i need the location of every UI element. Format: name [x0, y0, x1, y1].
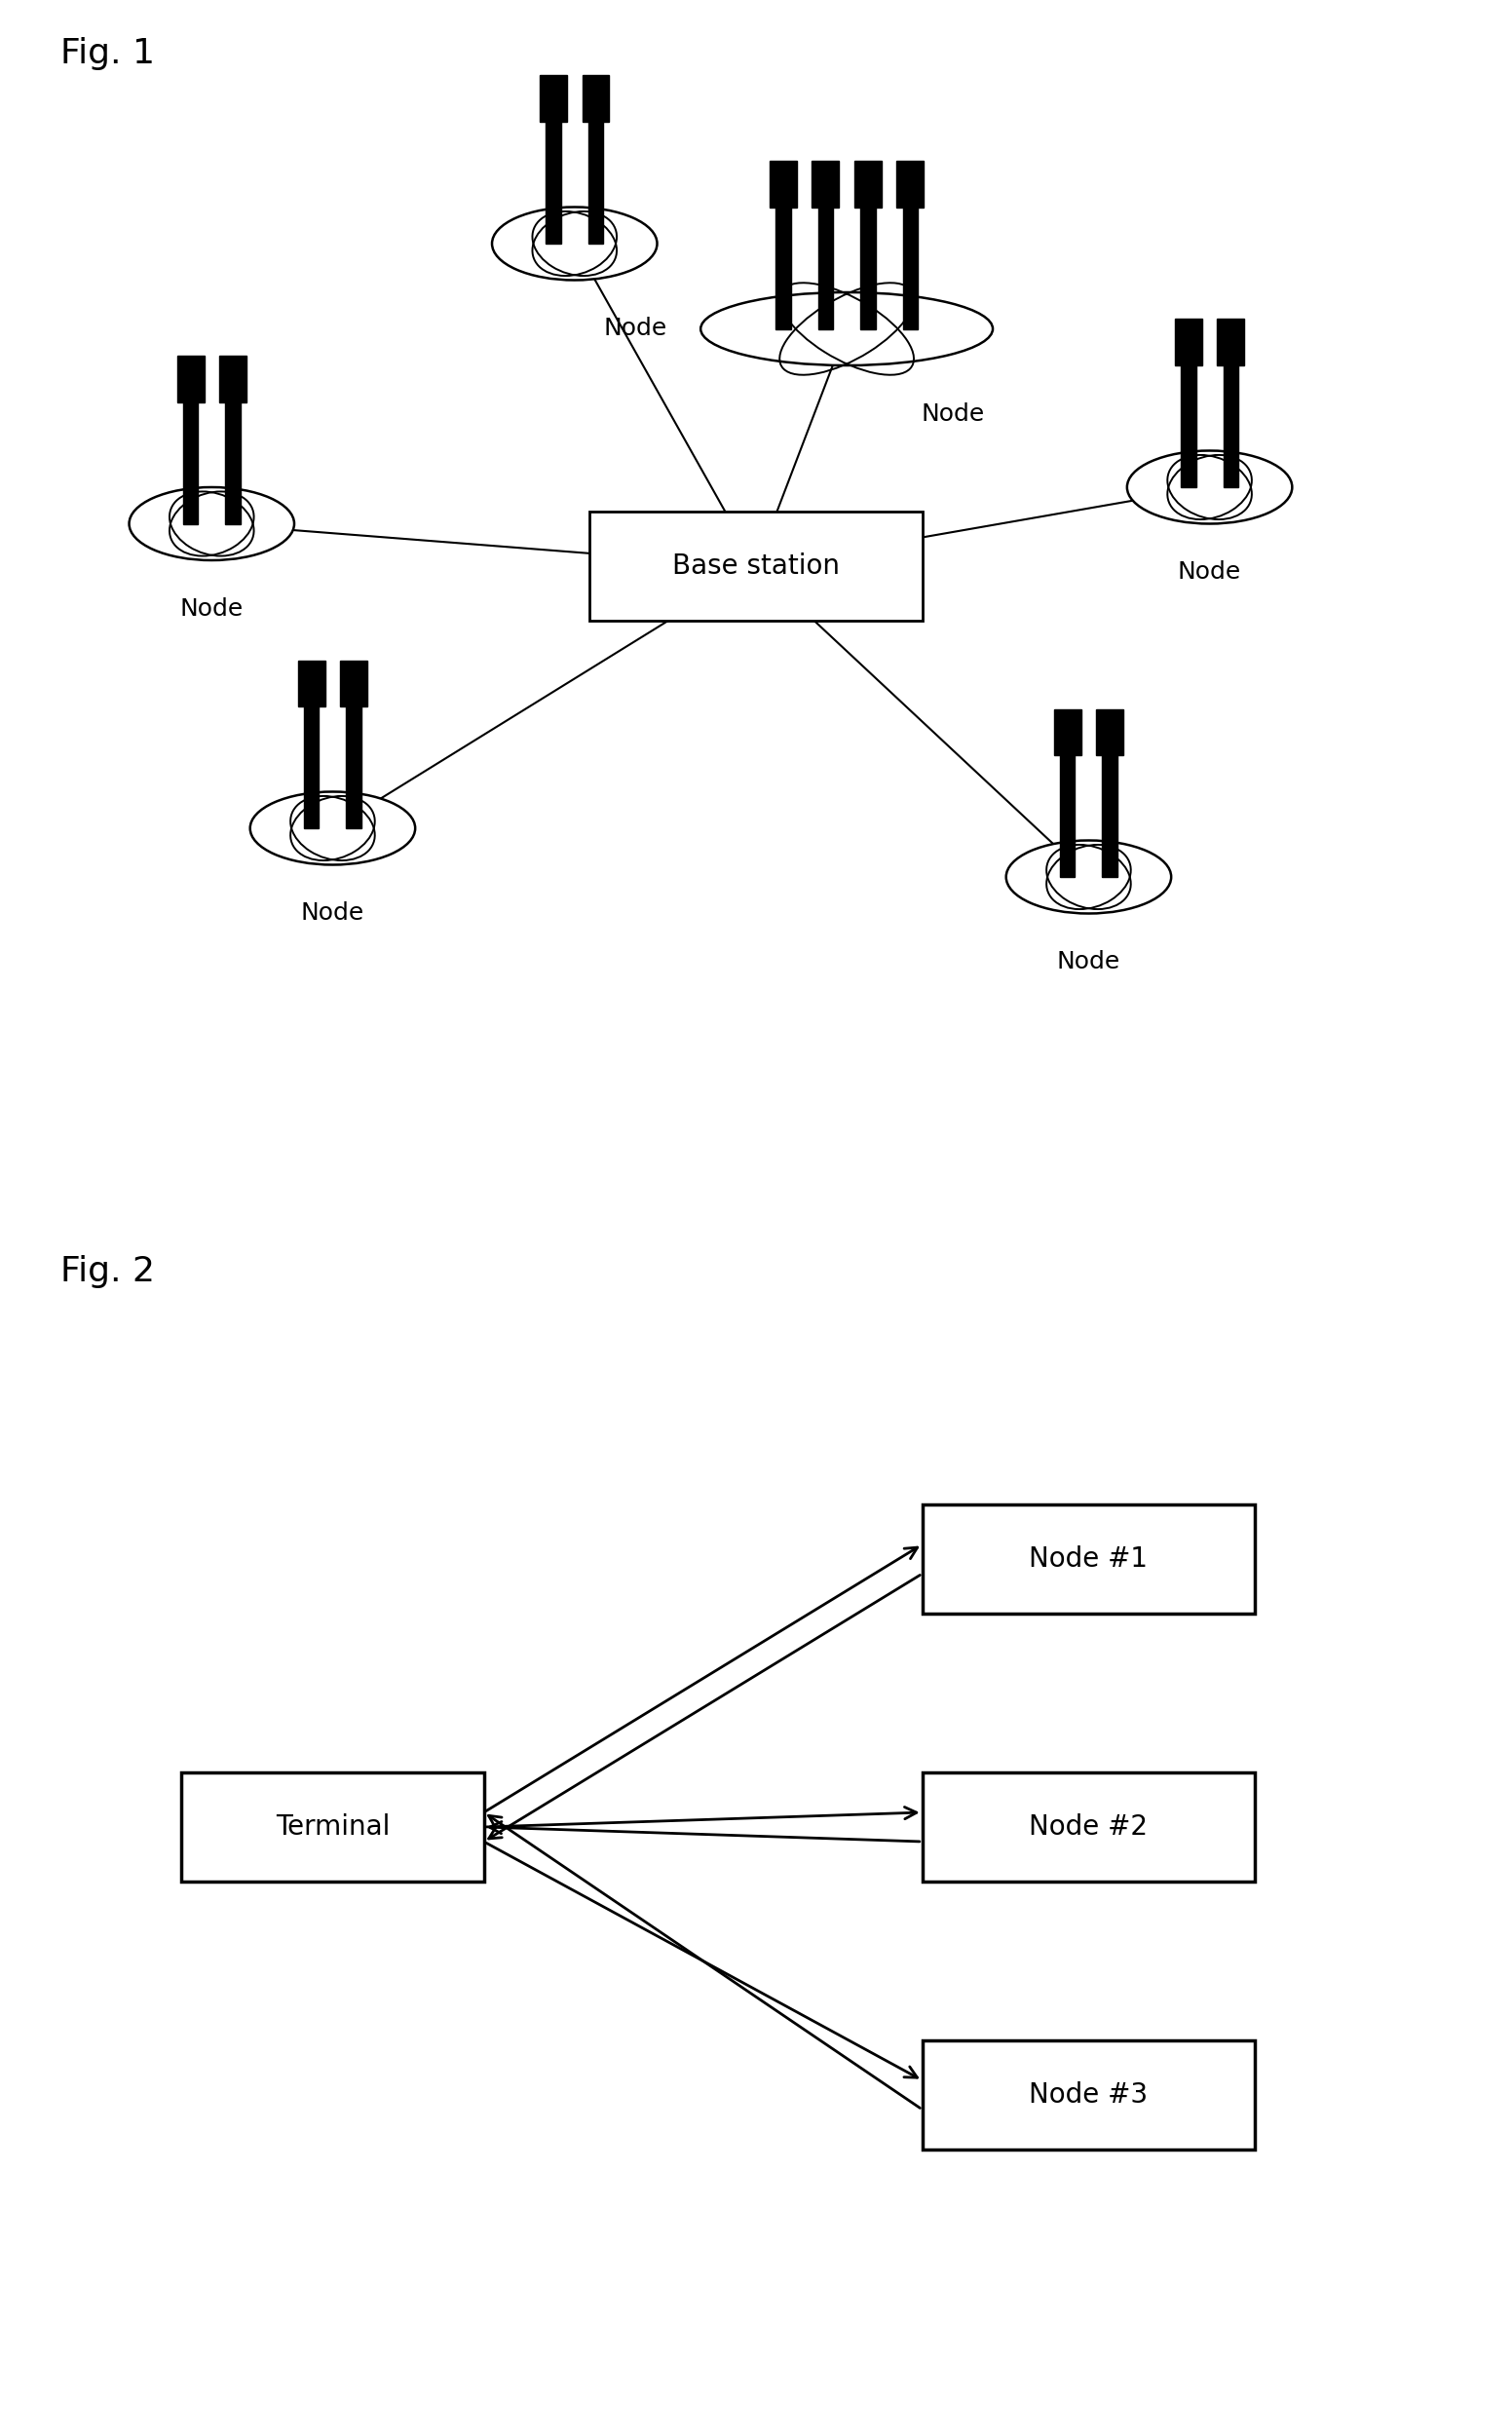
FancyBboxPatch shape: [922, 1505, 1255, 1615]
Ellipse shape: [491, 207, 658, 280]
Bar: [1102, 755, 1117, 877]
Text: Base station: Base station: [673, 553, 839, 580]
Text: Fig. 2: Fig. 2: [60, 1255, 154, 1289]
FancyBboxPatch shape: [922, 2039, 1255, 2149]
Bar: [776, 207, 791, 329]
Text: Node: Node: [1057, 950, 1120, 974]
Bar: [860, 207, 875, 329]
Ellipse shape: [700, 292, 993, 365]
Bar: [1223, 365, 1238, 487]
Ellipse shape: [1005, 840, 1172, 914]
Bar: [1096, 709, 1123, 755]
Bar: [225, 402, 240, 524]
Bar: [340, 660, 367, 706]
Ellipse shape: [1126, 451, 1293, 524]
Text: Node: Node: [180, 597, 243, 621]
Ellipse shape: [249, 792, 416, 865]
FancyBboxPatch shape: [590, 512, 922, 621]
Bar: [540, 76, 567, 122]
Text: Node #3: Node #3: [1030, 2080, 1148, 2110]
Bar: [1217, 319, 1244, 365]
Bar: [177, 356, 204, 402]
Text: Terminal: Terminal: [275, 1812, 390, 1842]
Bar: [770, 161, 797, 207]
Text: Node: Node: [301, 901, 364, 926]
Text: Node #1: Node #1: [1030, 1544, 1148, 1574]
Text: Node #2: Node #2: [1030, 1812, 1148, 1842]
Bar: [818, 207, 833, 329]
FancyBboxPatch shape: [922, 1773, 1255, 1881]
Text: Node: Node: [1178, 560, 1241, 585]
Ellipse shape: [129, 487, 295, 560]
Text: Node: Node: [603, 317, 667, 341]
Bar: [1060, 755, 1075, 877]
Bar: [1181, 365, 1196, 487]
Bar: [219, 356, 246, 402]
Bar: [582, 76, 609, 122]
Bar: [903, 207, 918, 329]
Bar: [1054, 709, 1081, 755]
Bar: [812, 161, 839, 207]
Bar: [854, 161, 881, 207]
Text: Node: Node: [921, 402, 984, 426]
Bar: [304, 706, 319, 828]
Text: Fig. 1: Fig. 1: [60, 37, 154, 71]
Bar: [1175, 319, 1202, 365]
Bar: [298, 660, 325, 706]
Bar: [546, 122, 561, 244]
Bar: [183, 402, 198, 524]
Bar: [897, 161, 924, 207]
FancyBboxPatch shape: [181, 1773, 484, 1881]
Bar: [588, 122, 603, 244]
Bar: [346, 706, 361, 828]
